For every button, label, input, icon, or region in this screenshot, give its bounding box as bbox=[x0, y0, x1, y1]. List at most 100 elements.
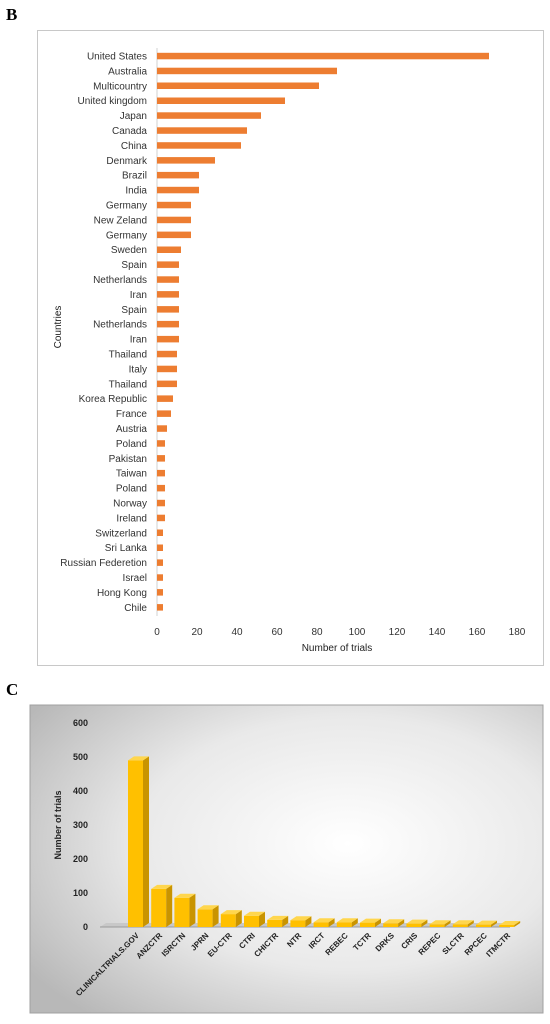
chart-b-category-label: Russian Federetion bbox=[60, 558, 147, 569]
chart-b-bar bbox=[157, 395, 173, 402]
chart-c-bar bbox=[360, 918, 381, 927]
chart-b-bar bbox=[157, 67, 337, 75]
chart-b-tick-label: 140 bbox=[429, 627, 446, 638]
chart-c-bar bbox=[452, 920, 474, 927]
chart-b-category-label: Chile bbox=[124, 603, 147, 614]
chart-b-bar bbox=[157, 52, 489, 60]
chart-b-bar bbox=[157, 410, 171, 417]
chart-c-bar bbox=[429, 920, 451, 927]
chart-b-bar bbox=[157, 425, 167, 432]
chart-b-bar bbox=[157, 484, 165, 492]
chart-c-bar bbox=[244, 911, 265, 927]
country-bar-chart: United States Australia Multicountry United… bbox=[37, 30, 544, 666]
chart-c-tick-label: 100 bbox=[73, 888, 88, 898]
chart-b-bar bbox=[157, 97, 285, 104]
chart-b-category-label: Japan bbox=[120, 111, 147, 122]
chart-b-tick-label: 20 bbox=[191, 627, 203, 638]
chart-b-category-label: Netherlands bbox=[93, 275, 147, 286]
chart-c-bar bbox=[267, 915, 289, 927]
chart-b-category-label: Sri Lanka bbox=[105, 543, 148, 554]
panel-b-label: B bbox=[6, 5, 18, 24]
chart-b-bar bbox=[157, 82, 319, 89]
chart-b-bar bbox=[157, 112, 261, 119]
chart-c-bar bbox=[220, 910, 242, 927]
chart-b-bar bbox=[157, 335, 179, 343]
chart-b-category-label: Korea Republic bbox=[79, 394, 147, 405]
chart-c-bar bbox=[151, 884, 173, 927]
chart-b-category-label: Taiwan bbox=[116, 469, 147, 480]
chart-b-category-label: Iran bbox=[130, 290, 147, 301]
chart-c-bar bbox=[290, 916, 312, 927]
chart-b-category-label: Australia bbox=[108, 66, 147, 77]
chart-b-category-label: Pakistan bbox=[109, 454, 147, 465]
chart-b-category-label: Iran bbox=[130, 335, 147, 346]
chart-b-bar bbox=[157, 186, 199, 194]
chart-b-bar bbox=[157, 589, 163, 596]
chart-b-bar bbox=[157, 216, 191, 224]
chart-b-y-axis-title: Countries bbox=[53, 306, 64, 349]
chart-b-category-label: Germany bbox=[106, 230, 147, 241]
chart-c-bar bbox=[128, 756, 149, 927]
chart-c-bar bbox=[383, 919, 405, 927]
chart-c-frame bbox=[29, 704, 544, 1014]
chart-b-bar bbox=[157, 142, 241, 149]
chart-b-category-label: Spain bbox=[121, 305, 147, 316]
chart-b-category-label: Poland bbox=[116, 439, 147, 450]
chart-c-bar bbox=[197, 905, 219, 927]
chart-b-bar bbox=[157, 499, 165, 507]
chart-b-category-label: Israel bbox=[123, 573, 147, 584]
chart-b-category-label: Italy bbox=[129, 364, 147, 375]
chart-b-category-label: Hong Kong bbox=[97, 588, 147, 599]
chart-b-category-label: New Zeland bbox=[94, 215, 147, 226]
chart-b-category-label: Thailand bbox=[109, 350, 147, 361]
chart-b-category-label: Switzerland bbox=[95, 528, 147, 539]
chart-c-bar bbox=[313, 918, 335, 927]
chart-b-category-label: Norway bbox=[113, 499, 147, 510]
chart-b-bar bbox=[157, 604, 163, 611]
chart-b-tick-label: 0 bbox=[154, 627, 160, 638]
chart-b-x-axis-title: Number of trials bbox=[302, 643, 373, 654]
chart-b-category-label: Ireland bbox=[116, 513, 147, 524]
chart-c-y-axis-title: Number of trials bbox=[53, 790, 63, 859]
chart-b-bar bbox=[157, 559, 163, 566]
chart-b-bar bbox=[157, 157, 215, 164]
chart-b-category-label: Poland bbox=[116, 484, 147, 495]
chart-b-bar bbox=[157, 455, 165, 462]
chart-c-tick-label: 400 bbox=[73, 786, 88, 796]
chart-b-bar bbox=[157, 544, 163, 551]
chart-b-category-label: Germany bbox=[106, 201, 147, 212]
chart-b-category-label: Brazil bbox=[122, 171, 147, 182]
chart-b-bar bbox=[157, 276, 179, 283]
chart-b-tick-label: 120 bbox=[389, 627, 406, 638]
chart-b-category-label: Canada bbox=[112, 126, 147, 137]
chart-b-tick-label: 100 bbox=[349, 627, 366, 638]
chart-c-bar bbox=[336, 918, 358, 927]
chart-c-tick-label: 0 bbox=[83, 922, 88, 932]
chart-b-bar bbox=[157, 231, 191, 239]
chart-b-bar bbox=[157, 514, 165, 522]
chart-c-tick-label: 500 bbox=[73, 752, 88, 762]
chart-b-category-label: China bbox=[121, 141, 148, 152]
chart-b-category-label: Multicountry bbox=[93, 81, 147, 92]
chart-b-bar bbox=[157, 365, 177, 373]
chart-b-bar bbox=[157, 201, 191, 209]
chart-b-bar bbox=[157, 171, 199, 179]
chart-b-category-label: India bbox=[125, 186, 147, 197]
chart-b-bar bbox=[157, 246, 181, 253]
chart-b-bar bbox=[157, 320, 179, 328]
chart-b-bar bbox=[157, 380, 177, 388]
chart-c-tick-label: 600 bbox=[73, 718, 88, 728]
chart-b-category-label: United States bbox=[87, 52, 147, 63]
chart-c-bar bbox=[476, 920, 497, 927]
chart-b-category-label: Thailand bbox=[109, 379, 147, 390]
chart-b-bar bbox=[157, 261, 179, 268]
chart-b-category-label: Austria bbox=[116, 424, 148, 435]
chart-c-bar bbox=[174, 893, 196, 927]
chart-b-category-label: Spain bbox=[121, 260, 147, 271]
chart-b-tick-label: 180 bbox=[509, 627, 526, 638]
chart-b-frame bbox=[37, 30, 544, 666]
chart-b-category-label: France bbox=[116, 409, 148, 420]
chart-b-bar bbox=[157, 350, 177, 358]
chart-b-category-label: United kingdom bbox=[78, 96, 147, 107]
chart-c-bar bbox=[406, 919, 428, 927]
